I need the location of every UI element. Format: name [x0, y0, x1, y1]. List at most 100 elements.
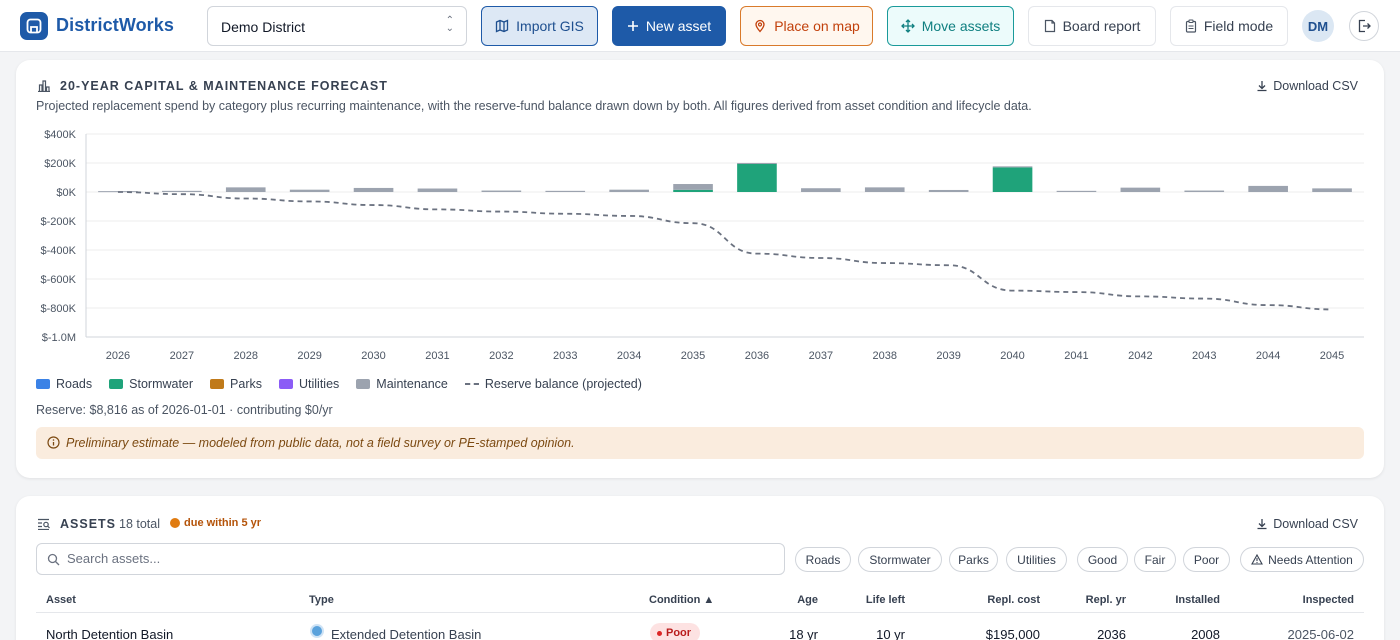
move-assets-label: Move assets [921, 18, 1001, 34]
x-tick-label: 2034 [617, 350, 641, 362]
filter-chip-good[interactable]: Good [1077, 547, 1128, 572]
clipboard-icon [1185, 19, 1196, 33]
filter-chip-poor[interactable]: Poor [1183, 547, 1230, 572]
import-gis-button[interactable]: Import GIS [481, 6, 598, 46]
top-bar: DistrictWorks Demo District ⌃ ⌄ Import GI… [0, 0, 1400, 52]
y-tick-label: $-200K [41, 216, 77, 228]
y-tick-label: $-600K [41, 274, 77, 286]
download-icon [1257, 519, 1267, 530]
x-tick-label: 2030 [361, 350, 385, 362]
y-tick-label: $-1.0M [42, 332, 76, 344]
x-tick-label: 2038 [873, 350, 897, 362]
plus-icon [627, 21, 638, 31]
table-row-asset-name[interactable]: North Detention Basin [46, 627, 174, 640]
field-mode-label: Field mode [1203, 18, 1274, 34]
x-tick-label: 2036 [745, 350, 769, 362]
field-mode-button[interactable]: Field mode [1170, 6, 1288, 46]
condition-badge: Poor [650, 623, 701, 640]
col-header-age[interactable]: Age [797, 594, 818, 606]
district-select[interactable]: Demo District ⌃ ⌄ [207, 6, 467, 46]
col-header-type[interactable]: Type [309, 594, 334, 606]
due-indicator-dot [170, 518, 180, 528]
forecast-chart: $400K $200K $0K $-200K $-400K $-600K $-800K $-1… [41, 129, 1364, 362]
user-avatar[interactable]: DM [1302, 10, 1334, 42]
legend-reserve-label: Reserve balance (projected) [484, 377, 642, 391]
legend-parks-label: Parks [230, 377, 262, 391]
place-on-map-button[interactable]: Place on map [740, 6, 873, 46]
bar-maintenance [1120, 187, 1161, 192]
bar-maintenance [928, 189, 969, 192]
bar-maintenance [353, 187, 394, 192]
chevron-up-down-icon: ⌃ ⌄ [445, 15, 454, 34]
filter-chip-roads[interactable]: Roads [795, 547, 851, 572]
logout-button[interactable] [1349, 11, 1379, 41]
table-row-age: 18 yr [789, 627, 818, 640]
move-assets-button[interactable]: Move assets [887, 6, 1014, 46]
new-asset-button[interactable]: New asset [612, 6, 726, 46]
col-header-repl-cost[interactable]: Repl. cost [987, 594, 1040, 606]
asset-search-input[interactable] [67, 551, 767, 566]
bar-maintenance [1184, 190, 1225, 192]
x-tick-label: 2037 [809, 350, 833, 362]
col-header-asset[interactable]: Asset [46, 594, 76, 606]
forecast-download-csv[interactable]: Download CSV [1256, 79, 1358, 93]
assets-count: 18 total [119, 517, 161, 531]
table-row-inspected: 2025-06-02 [1287, 627, 1355, 640]
bar-maintenance [864, 187, 905, 192]
map-icon [496, 19, 509, 33]
y-tick-label: $-400K [41, 245, 77, 257]
assets-download-label: Download CSV [1273, 517, 1358, 531]
legend-parks-swatch [210, 379, 225, 389]
bar-maintenance [225, 187, 266, 192]
legend-reserve: Reserve balance (projected) [464, 377, 642, 391]
x-tick-label: 2026 [106, 350, 130, 362]
bar-stormwater [992, 167, 1033, 192]
legend-maintenance: Maintenance [356, 377, 448, 391]
list-search-icon [38, 518, 50, 530]
col-header-condition[interactable]: Condition ▲ [649, 594, 715, 606]
download-icon [1257, 81, 1267, 92]
legend-utilities-label: Utilities [299, 377, 340, 391]
app-name[interactable]: DistrictWorks [56, 15, 175, 35]
bar-stormwater [737, 163, 777, 192]
board-report-button[interactable]: Board report [1028, 6, 1156, 46]
bar-maintenance [417, 188, 458, 192]
building-icon [26, 18, 42, 34]
stormwater-type-icon [310, 624, 324, 638]
legend-utilities: Utilities [279, 377, 339, 391]
bar-maintenance [162, 190, 202, 192]
info-icon [47, 436, 60, 449]
filter-chip-fair[interactable]: Fair [1134, 547, 1176, 572]
logout-icon [1358, 19, 1371, 33]
y-tick-label: $0K [56, 187, 76, 199]
forecast-subtitle: Projected replacement spend by category … [36, 99, 1032, 113]
filter-chip-stormwater[interactable]: Stormwater [858, 547, 942, 572]
y-tick-label: $200K [44, 158, 76, 170]
y-tick-label: $400K [44, 129, 76, 141]
y-tick-label: $-800K [41, 303, 77, 315]
x-tick-label: 2028 [234, 350, 258, 362]
col-header-repl-yr[interactable]: Repl. yr [1085, 594, 1126, 606]
legend-roads: Roads [36, 377, 92, 391]
filter-chip-utilities[interactable]: Utilities [1006, 547, 1067, 572]
app-logo[interactable] [20, 12, 48, 40]
bar-maintenance [1248, 185, 1288, 192]
filter-chip-needs-attention[interactable]: Needs Attention [1240, 547, 1364, 572]
col-header-inspected[interactable]: Inspected [1302, 594, 1354, 606]
due-within-label: due within 5 yr [184, 517, 262, 529]
bar-chart-icon [38, 80, 50, 92]
assets-download-csv[interactable]: Download CSV [1256, 517, 1358, 531]
filter-chip-needs-attention-label: Needs Attention [1268, 552, 1353, 567]
warning-triangle-icon [1251, 554, 1264, 565]
col-header-life-left[interactable]: Life left [865, 594, 905, 606]
search-icon [47, 553, 60, 566]
bar-maintenance [1312, 188, 1352, 192]
col-header-installed[interactable]: Installed [1175, 594, 1220, 606]
x-tick-label: 2027 [170, 350, 194, 362]
x-tick-label: 2044 [1256, 350, 1280, 362]
table-row-type: Extended Detention Basin [331, 627, 482, 640]
filter-chip-parks[interactable]: Parks [949, 547, 998, 572]
x-tick-label: 2040 [1000, 350, 1024, 362]
district-select-value: Demo District [221, 19, 306, 35]
legend-stormwater: Stormwater [109, 377, 193, 391]
